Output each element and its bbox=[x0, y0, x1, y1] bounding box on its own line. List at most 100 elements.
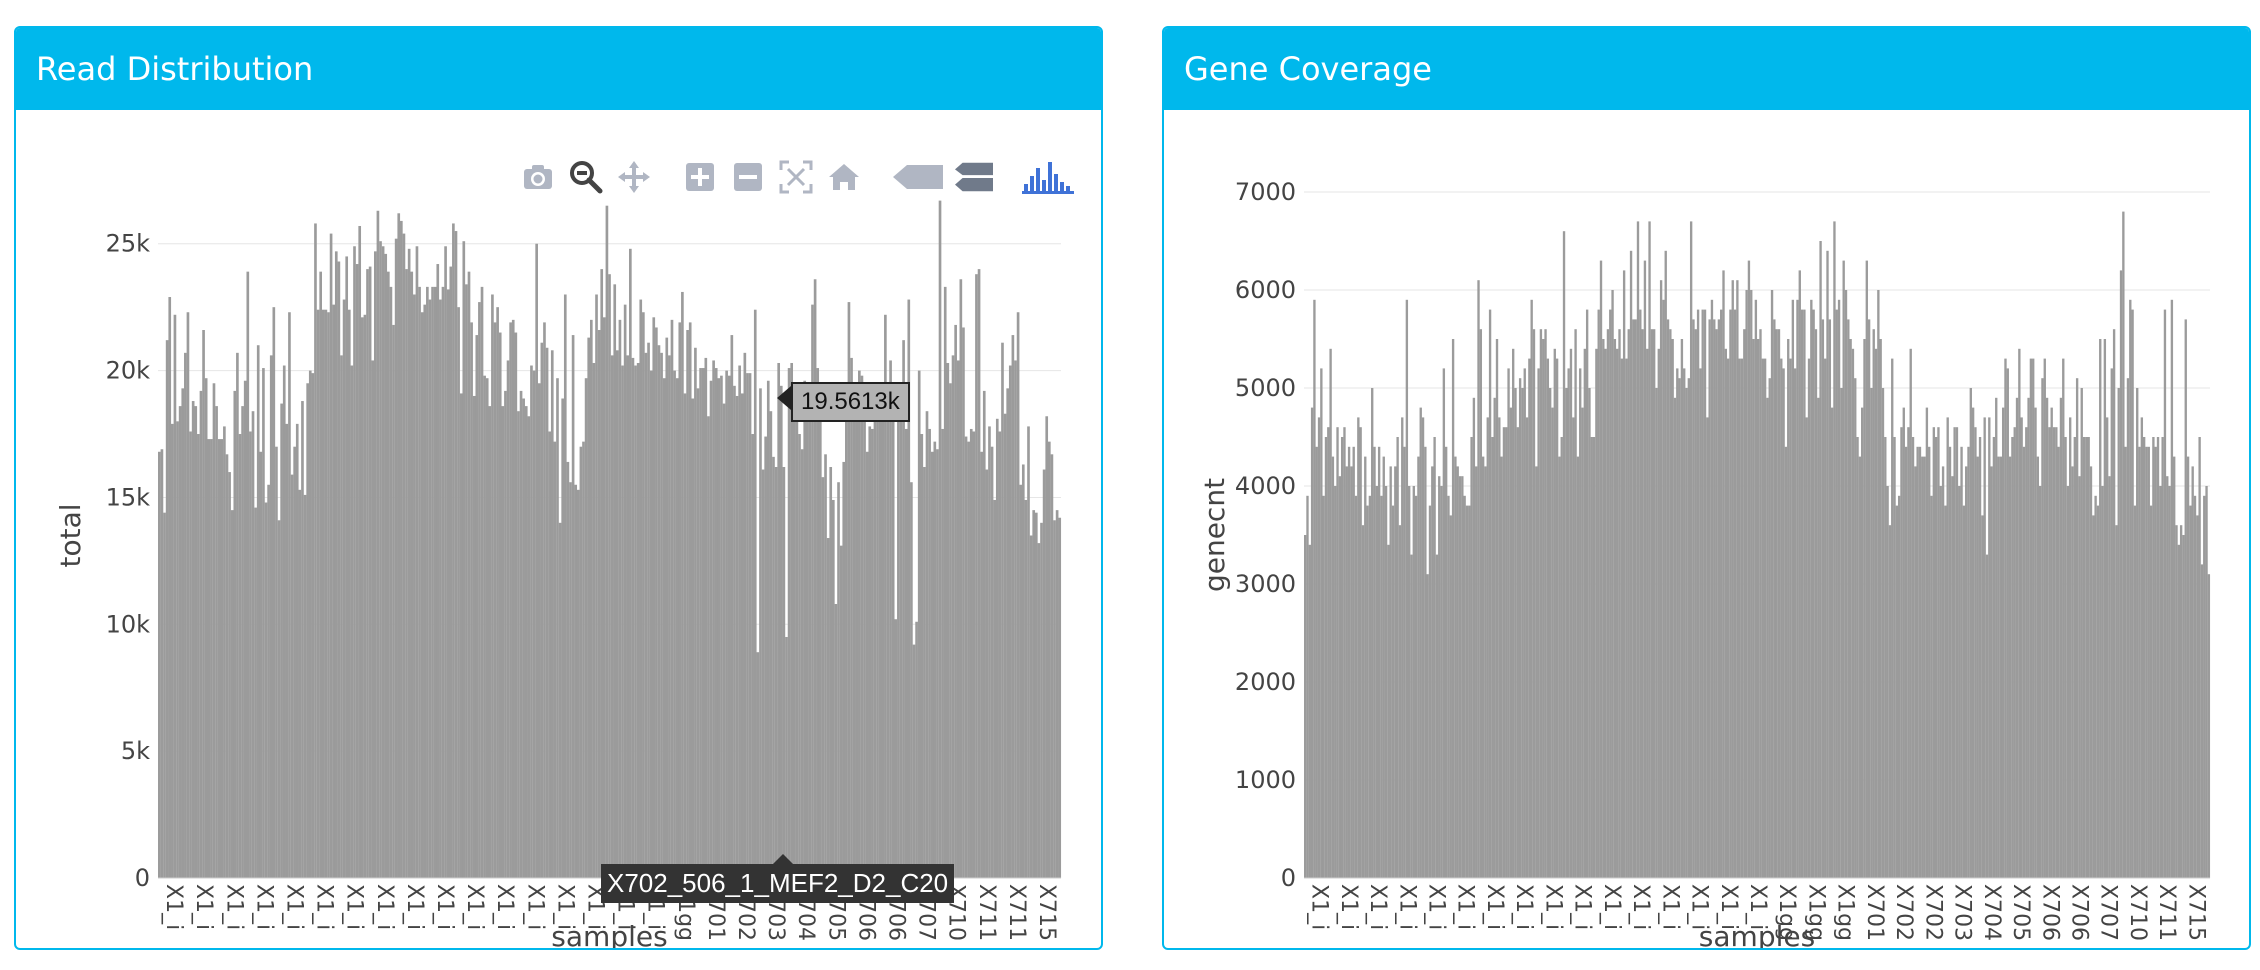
bar[interactable] bbox=[1620, 358, 1623, 879]
bar[interactable] bbox=[852, 403, 856, 878]
bar[interactable] bbox=[324, 309, 328, 878]
bar[interactable] bbox=[1858, 456, 1862, 878]
bar[interactable] bbox=[347, 309, 351, 878]
bar[interactable] bbox=[491, 294, 494, 879]
bar[interactable] bbox=[1687, 378, 1691, 878]
bar[interactable] bbox=[592, 362, 596, 879]
bar[interactable] bbox=[1458, 476, 1462, 878]
bar[interactable] bbox=[353, 246, 356, 878]
bar[interactable] bbox=[1377, 446, 1381, 878]
bar[interactable] bbox=[2069, 417, 2072, 878]
bar[interactable] bbox=[1985, 554, 1989, 878]
bar[interactable] bbox=[1502, 427, 1506, 878]
bar[interactable] bbox=[1800, 309, 1804, 879]
bar[interactable] bbox=[673, 370, 676, 878]
bar[interactable] bbox=[321, 309, 325, 878]
bar[interactable] bbox=[527, 416, 531, 878]
bar[interactable] bbox=[228, 472, 231, 878]
plotly-logo-icon[interactable] bbox=[1021, 158, 1075, 196]
bar[interactable] bbox=[2163, 309, 2167, 879]
bar[interactable] bbox=[1752, 339, 1755, 878]
bar[interactable] bbox=[1717, 319, 1721, 878]
bar[interactable] bbox=[275, 446, 278, 878]
bar[interactable] bbox=[1819, 241, 1822, 878]
bar[interactable] bbox=[1322, 495, 1325, 878]
bar[interactable] bbox=[1685, 388, 1688, 878]
bar[interactable] bbox=[769, 411, 773, 878]
bar[interactable] bbox=[334, 251, 338, 878]
bar[interactable] bbox=[1782, 368, 1785, 878]
bar[interactable] bbox=[243, 380, 247, 878]
bar[interactable] bbox=[1394, 466, 1397, 878]
bar[interactable] bbox=[522, 398, 525, 879]
bar[interactable] bbox=[891, 385, 895, 878]
bar[interactable] bbox=[623, 304, 627, 878]
bar[interactable] bbox=[1754, 299, 1758, 878]
bar[interactable] bbox=[340, 355, 343, 878]
bar[interactable] bbox=[1368, 495, 1372, 878]
bar[interactable] bbox=[639, 299, 643, 878]
zoom-icon[interactable] bbox=[567, 158, 605, 196]
bar[interactable] bbox=[1040, 522, 1043, 878]
bar[interactable] bbox=[1971, 407, 1975, 878]
bar[interactable] bbox=[215, 406, 218, 878]
bar[interactable] bbox=[683, 393, 687, 878]
bar[interactable] bbox=[876, 421, 879, 878]
bar[interactable] bbox=[1576, 456, 1580, 878]
bar[interactable] bbox=[1639, 309, 1642, 879]
bar[interactable] bbox=[1542, 339, 1545, 878]
bar[interactable] bbox=[1419, 407, 1422, 878]
bar[interactable] bbox=[1722, 270, 1725, 878]
bar[interactable] bbox=[1382, 456, 1385, 878]
bar[interactable] bbox=[1014, 360, 1017, 878]
bar[interactable] bbox=[1662, 299, 1665, 878]
bar[interactable] bbox=[813, 279, 817, 878]
bar[interactable] bbox=[982, 390, 986, 878]
bar[interactable] bbox=[2138, 446, 2141, 878]
bar[interactable] bbox=[1696, 309, 1700, 879]
bar[interactable] bbox=[327, 312, 330, 878]
bar[interactable] bbox=[272, 307, 276, 878]
bar[interactable] bbox=[595, 294, 598, 879]
bar[interactable] bbox=[1921, 456, 1924, 878]
bar[interactable] bbox=[1435, 554, 1439, 878]
bar[interactable] bbox=[303, 494, 307, 878]
bar[interactable] bbox=[912, 644, 916, 878]
bar[interactable] bbox=[688, 322, 692, 878]
bar[interactable] bbox=[808, 408, 812, 878]
bar[interactable] bbox=[1486, 417, 1489, 878]
bar[interactable] bbox=[2122, 211, 2125, 879]
bar[interactable] bbox=[269, 355, 273, 878]
bar[interactable] bbox=[1879, 339, 1882, 878]
bar[interactable] bbox=[1611, 290, 1614, 878]
bar[interactable] bbox=[998, 431, 1002, 878]
bar[interactable] bbox=[2207, 574, 2211, 878]
bar[interactable] bbox=[993, 499, 996, 878]
bar[interactable] bbox=[649, 370, 653, 878]
bar[interactable] bbox=[1412, 486, 1415, 878]
bar[interactable] bbox=[2200, 564, 2204, 878]
bar[interactable] bbox=[954, 324, 957, 878]
bar[interactable] bbox=[1366, 505, 1369, 878]
bar[interactable] bbox=[756, 652, 760, 878]
bar[interactable] bbox=[829, 467, 833, 878]
bar[interactable] bbox=[1055, 510, 1059, 878]
bar[interactable] bbox=[605, 205, 609, 878]
bar[interactable] bbox=[254, 507, 257, 878]
bar[interactable] bbox=[1588, 388, 1591, 878]
bar[interactable] bbox=[2034, 407, 2037, 878]
bar[interactable] bbox=[319, 271, 322, 878]
bar[interactable] bbox=[2008, 456, 2012, 878]
bar[interactable] bbox=[295, 423, 299, 878]
bar[interactable] bbox=[2082, 437, 2086, 878]
bar[interactable] bbox=[1854, 378, 1857, 878]
bar[interactable] bbox=[936, 449, 939, 878]
bar[interactable] bbox=[668, 355, 671, 878]
bar[interactable] bbox=[2173, 456, 2176, 878]
bar[interactable] bbox=[1417, 456, 1420, 878]
bar[interactable] bbox=[202, 330, 205, 878]
bar[interactable] bbox=[779, 385, 783, 878]
bar[interactable] bbox=[969, 428, 973, 878]
bar[interactable] bbox=[1861, 407, 1864, 878]
bar[interactable] bbox=[858, 370, 861, 878]
